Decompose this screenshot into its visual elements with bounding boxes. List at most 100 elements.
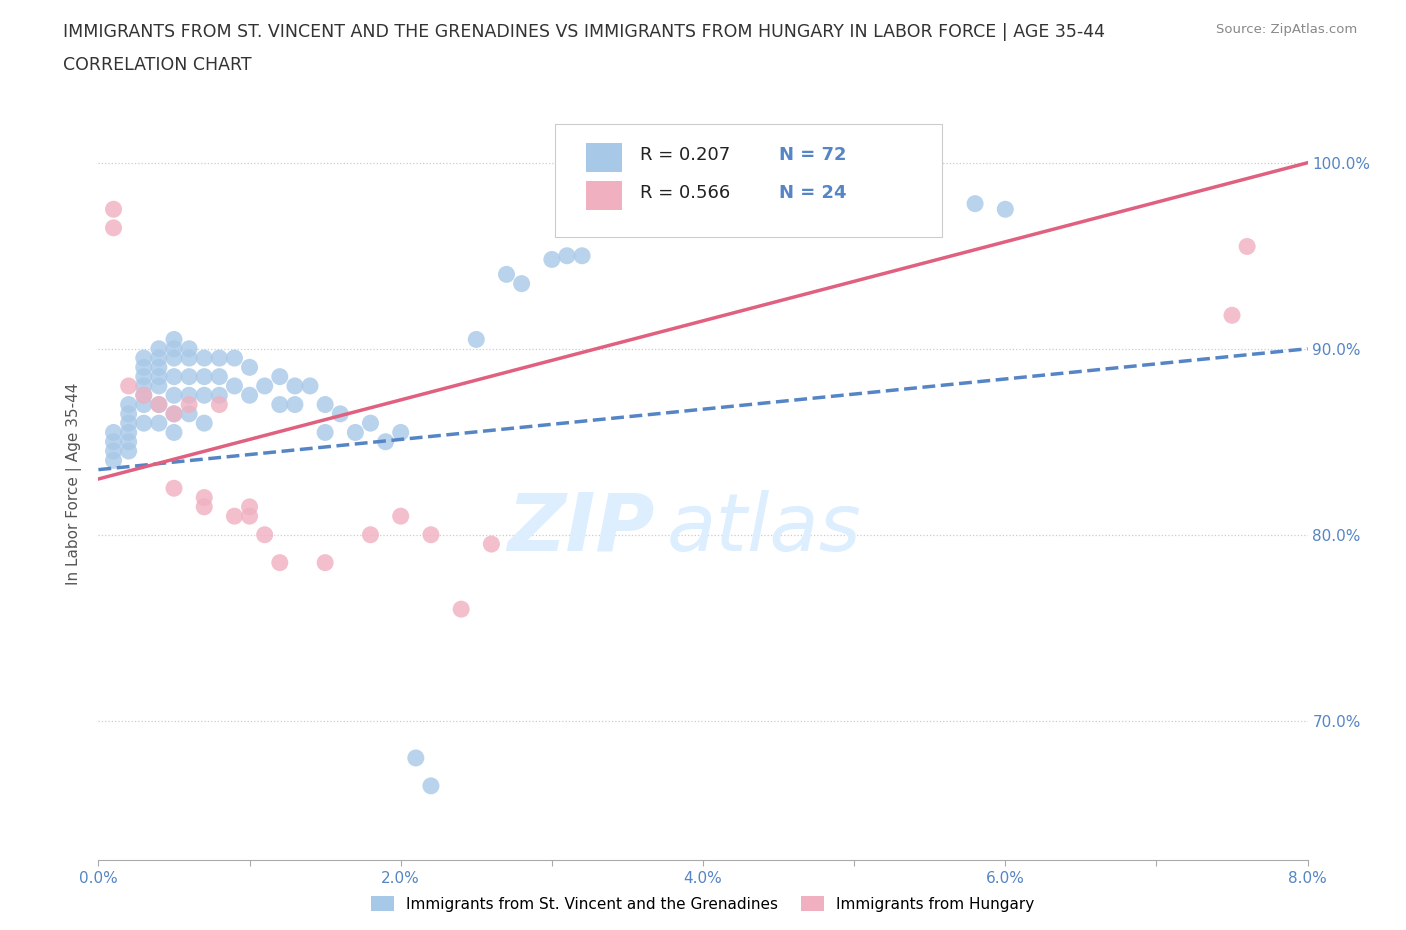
Point [208, 388, 231, 403]
Point [239, 388, 262, 403]
Text: IMMIGRANTS FROM ST. VINCENT AND THE GRENADINES VS IMMIGRANTS FROM HUNGARY IN LAB: IMMIGRANTS FROM ST. VINCENT AND THE GREN… [63, 23, 1105, 41]
Text: atlas: atlas [666, 490, 862, 568]
Point [269, 397, 291, 412]
Point [284, 397, 307, 412]
Point [495, 267, 517, 282]
Point [510, 276, 533, 291]
Point [389, 425, 412, 440]
Point [103, 453, 125, 468]
Point [163, 351, 186, 365]
Point [118, 397, 141, 412]
Point [253, 379, 276, 393]
Point [163, 425, 186, 440]
FancyBboxPatch shape [555, 124, 942, 236]
Point [103, 444, 125, 458]
Point [360, 416, 382, 431]
Point [103, 425, 125, 440]
Point [118, 444, 141, 458]
Point [132, 388, 155, 403]
Point [132, 351, 155, 365]
Point [132, 379, 155, 393]
Point [208, 397, 231, 412]
Point [405, 751, 427, 765]
Point [314, 397, 336, 412]
Point [193, 388, 215, 403]
Point [148, 397, 170, 412]
Point [148, 369, 170, 384]
Text: ZIP: ZIP [508, 490, 655, 568]
Point [269, 555, 291, 570]
Point [994, 202, 1017, 217]
Point [179, 397, 201, 412]
Point [193, 490, 215, 505]
Point [132, 416, 155, 431]
Text: R = 0.566: R = 0.566 [640, 184, 730, 202]
Point [163, 332, 186, 347]
Point [179, 351, 201, 365]
Point [344, 425, 367, 440]
Point [103, 202, 125, 217]
Point [269, 369, 291, 384]
Point [314, 555, 336, 570]
Point [118, 416, 141, 431]
Point [224, 351, 246, 365]
Point [118, 425, 141, 440]
Legend: Immigrants from St. Vincent and the Grenadines, Immigrants from Hungary: Immigrants from St. Vincent and the Gren… [366, 890, 1040, 918]
Point [465, 332, 488, 347]
Point [132, 388, 155, 403]
Point [329, 406, 352, 421]
Point [148, 341, 170, 356]
Text: N = 24: N = 24 [779, 184, 846, 202]
Point [148, 397, 170, 412]
Point [555, 248, 578, 263]
Point [103, 220, 125, 235]
Point [314, 425, 336, 440]
Point [374, 434, 396, 449]
Point [193, 416, 215, 431]
Point [208, 369, 231, 384]
Point [163, 406, 186, 421]
Point [224, 509, 246, 524]
Point [1236, 239, 1258, 254]
Point [163, 369, 186, 384]
Point [284, 379, 307, 393]
Point [103, 434, 125, 449]
Point [239, 360, 262, 375]
Point [844, 215, 866, 230]
Point [420, 778, 443, 793]
Point [208, 351, 231, 365]
Point [1220, 308, 1243, 323]
Point [118, 379, 141, 393]
Point [163, 406, 186, 421]
Point [389, 509, 412, 524]
Point [239, 509, 262, 524]
Point [571, 248, 593, 263]
Text: CORRELATION CHART: CORRELATION CHART [63, 56, 252, 73]
Point [163, 388, 186, 403]
Point [965, 196, 987, 211]
Point [481, 537, 503, 551]
Y-axis label: In Labor Force | Age 35-44: In Labor Force | Age 35-44 [66, 382, 83, 585]
Point [148, 351, 170, 365]
FancyBboxPatch shape [586, 180, 621, 210]
Point [179, 388, 201, 403]
Point [148, 360, 170, 375]
Point [179, 341, 201, 356]
Point [148, 379, 170, 393]
Point [118, 406, 141, 421]
Point [918, 189, 941, 204]
Point [163, 341, 186, 356]
Point [193, 351, 215, 365]
Text: Source: ZipAtlas.com: Source: ZipAtlas.com [1216, 23, 1357, 36]
Point [450, 602, 472, 617]
Point [299, 379, 322, 393]
Text: R = 0.207: R = 0.207 [640, 146, 730, 165]
Point [163, 481, 186, 496]
Point [179, 369, 201, 384]
Point [193, 369, 215, 384]
Point [420, 527, 443, 542]
Point [239, 499, 262, 514]
Point [224, 379, 246, 393]
Point [179, 406, 201, 421]
Point [118, 434, 141, 449]
